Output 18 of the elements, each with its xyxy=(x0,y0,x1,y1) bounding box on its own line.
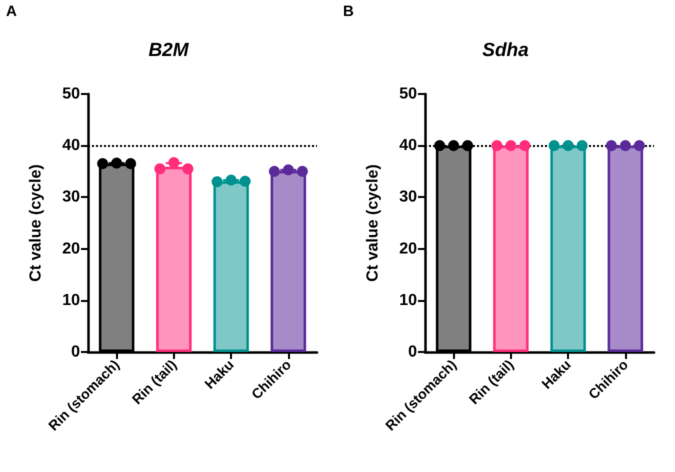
y-tick-label: 10 xyxy=(62,292,80,309)
y-axis-title: Ct value (cycle) xyxy=(364,164,382,282)
y-axis-title: Ct value (cycle) xyxy=(28,164,44,282)
text: B xyxy=(343,3,354,20)
y-tick-label: 0 xyxy=(408,344,418,360)
y-tick-label: 20 xyxy=(62,240,80,258)
chart-title: Sdha xyxy=(482,40,530,61)
text: A xyxy=(6,3,17,20)
y-tick-label: 30 xyxy=(62,188,80,206)
y-tick-label: 50 xyxy=(399,86,418,102)
y-tick-label: 30 xyxy=(399,188,418,206)
y-tick-label: 20 xyxy=(399,240,418,258)
y-tick-label: 40 xyxy=(62,137,80,154)
chart-title: B2M xyxy=(148,40,190,61)
y-tick-label: 40 xyxy=(399,137,418,154)
y-tick-label: 50 xyxy=(62,86,80,102)
y-tick-label: 10 xyxy=(399,292,418,309)
y-tick-label: 0 xyxy=(71,344,80,360)
